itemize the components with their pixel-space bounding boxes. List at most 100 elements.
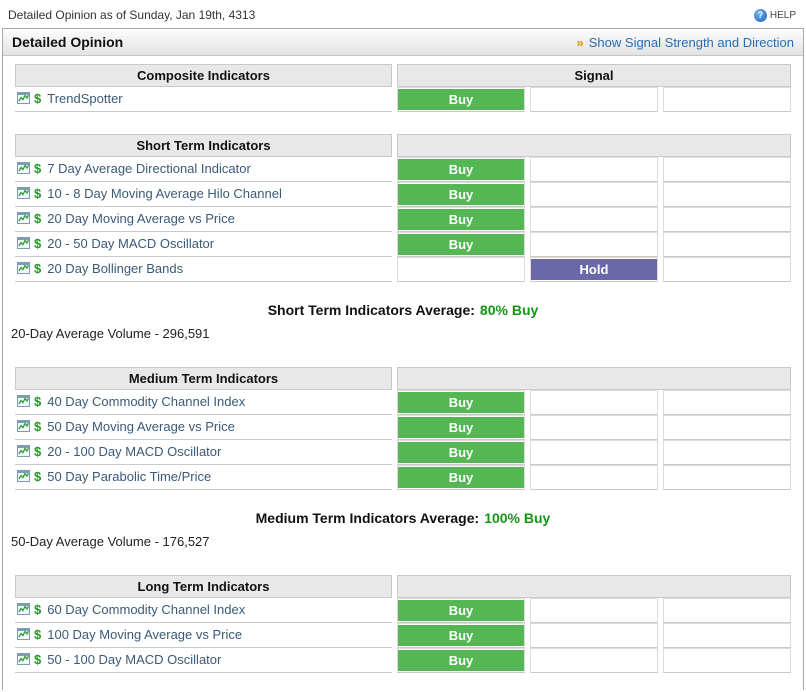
signal-badge: Buy [398,600,524,621]
indicator-link[interactable]: 50 - 100 Day MACD Oscillator [47,652,222,667]
indicator-name-cell: $ TrendSpotter [15,87,392,112]
show-signal-strength-label: Show Signal Strength and Direction [588,34,794,50]
signal-cell [530,232,658,257]
signal-badge: Buy [398,442,524,463]
signal-cell: Buy [397,415,525,440]
chart-icon[interactable] [17,420,30,435]
chart-icon[interactable] [17,653,30,668]
panel-header: Detailed Opinion » Show Signal Strength a… [3,29,803,56]
signal-cell: Buy [397,440,525,465]
signal-cell [530,465,658,490]
average-label: Short Term Indicators Average: [267,302,475,318]
indicator-name-cell: $10 - 8 Day Moving Average Hilo Channel [15,182,392,207]
signal-cell [530,207,658,232]
chart-icon[interactable] [17,162,30,177]
dollar-icon[interactable]: $ [34,211,42,226]
dollar-icon[interactable]: $ [34,444,42,459]
signal-badge: Buy [398,625,524,646]
detailed-opinion-panel: Detailed Opinion » Show Signal Strength a… [2,28,804,690]
chart-icon[interactable] [17,212,30,227]
dollar-icon[interactable]: $ [34,186,42,201]
chart-icon[interactable] [17,237,30,252]
signal-cell [663,648,791,673]
chart-icon[interactable] [17,628,30,643]
indicator-link[interactable]: 40 Day Commodity Channel Index [47,394,246,409]
indicator-link[interactable]: 100 Day Moving Average vs Price [47,627,243,642]
dollar-icon[interactable]: $ [34,236,42,251]
signal-cell [663,207,791,232]
signal-badge: Buy [398,467,524,488]
indicator-table: Medium Term Indicators $40 Day Commodity … [10,367,796,490]
dollar-icon[interactable]: $ [34,261,42,276]
signal-cell [529,87,658,112]
signal-cell [663,415,791,440]
section-header: Medium Term Indicators [15,367,392,390]
section-average: Short Term Indicators Average: 80% Buy [10,302,796,318]
signal-cell: Buy [397,232,525,257]
signal-cell [663,623,791,648]
indicator-link[interactable]: 60 Day Commodity Channel Index [47,602,246,617]
signal-cell [397,257,525,282]
dollar-icon[interactable]: $ [34,627,42,642]
indicator-link[interactable]: 20 - 50 Day MACD Oscillator [47,236,215,251]
dollar-icon[interactable]: $ [34,394,42,409]
signal-header [397,575,791,598]
indicator-name-cell: $50 Day Parabolic Time/Price [15,465,392,490]
section-average: Medium Term Indicators Average: 100% Buy [10,510,796,526]
table-row: $50 Day Parabolic Time/Price Buy [15,465,791,490]
average-label: Medium Term Indicators Average: [255,510,480,526]
volume-text: 20-Day Average Volume - 296,591 [11,326,210,341]
chart-icon[interactable] [17,470,30,485]
indicator-link[interactable]: 20 - 100 Day MACD Oscillator [47,444,222,459]
indicator-name-cell: $20 - 50 Day MACD Oscillator [15,232,392,257]
indicator-link[interactable]: 10 - 8 Day Moving Average Hilo Channel [47,186,282,201]
chart-icon[interactable] [17,92,30,107]
indicator-link[interactable]: 20 Day Bollinger Bands [47,261,184,276]
signal-cell: Buy [397,465,525,490]
indicator-name-cell: $60 Day Commodity Channel Index [15,598,392,623]
indicator-link[interactable]: 50 Day Parabolic Time/Price [47,469,212,484]
signal-cell [663,232,791,257]
signal-cell [530,157,658,182]
table-row: $20 Day Bollinger Bands Hold [15,257,791,282]
indicator-name-cell: $7 Day Average Directional Indicator [15,157,392,182]
signal-cell: Buy [397,598,525,623]
signal-cell [663,465,791,490]
chart-icon[interactable] [17,395,30,410]
chart-icon[interactable] [17,445,30,460]
dollar-icon[interactable]: $ [34,91,42,106]
chart-icon[interactable] [17,187,30,202]
indicator-table: Composite Indicators Signal $ TrendSpotter B… [10,64,796,112]
chart-icon[interactable] [17,262,30,277]
signal-cell [530,390,658,415]
signal-badge: Buy [398,234,524,255]
dollar-icon[interactable]: $ [34,161,42,176]
chart-icon[interactable] [17,603,30,618]
dollar-icon[interactable]: $ [34,602,42,617]
help-link[interactable]: ? HELP [753,8,796,22]
signal-cell [530,182,658,207]
indicator-link[interactable]: 7 Day Average Directional Indicator [47,161,251,176]
signal-badge: Buy [398,650,524,671]
indicator-table: Long Term Indicators $60 Day Commodity Ch… [10,575,796,673]
signal-badge: Buy [397,89,524,110]
signal-cell: Hold [530,257,658,282]
signal-header [397,367,791,390]
indicator-link[interactable]: 20 Day Moving Average vs Price [47,211,235,226]
dollar-icon[interactable]: $ [34,652,42,667]
signal-cell [530,623,658,648]
show-signal-strength-link[interactable]: » Show Signal Strength and Direction [577,35,794,50]
signal-cell: Buy [397,207,525,232]
dollar-icon[interactable]: $ [34,469,42,484]
signal-header [397,134,791,157]
indicator-name-cell: $20 Day Moving Average vs Price [15,207,392,232]
indicator-link[interactable]: TrendSpotter [47,91,123,106]
double-chevron-right-icon: » [576,34,584,50]
indicator-link[interactable]: 50 Day Moving Average vs Price [47,419,235,434]
indicator-name-cell: $50 - 100 Day MACD Oscillator [15,648,392,673]
signal-cell [663,182,791,207]
signal-badge: Buy [398,417,524,438]
section-header: Long Term Indicators [15,575,392,598]
dollar-icon[interactable]: $ [34,419,42,434]
signal-cell: Buy [397,390,525,415]
